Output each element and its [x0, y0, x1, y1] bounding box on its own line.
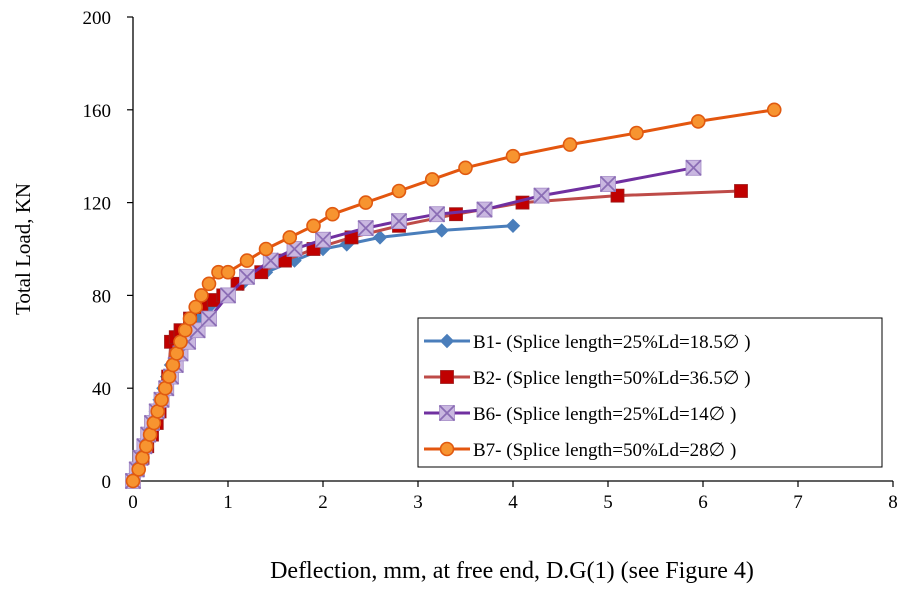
- data-point: [766, 102, 782, 118]
- data-point: [238, 268, 256, 285]
- data-point: [358, 195, 374, 210]
- x-tick-label: 4: [508, 492, 518, 513]
- legend-label: B1- (Splice length=25%Ld=18.5∅ ): [473, 332, 751, 353]
- y-tick-label: 0: [102, 472, 112, 493]
- data-point: [182, 311, 198, 326]
- data-point: [629, 125, 644, 141]
- data-point: [325, 206, 340, 222]
- x-tick-label: 3: [413, 492, 423, 513]
- data-point: [239, 253, 255, 268]
- x-tick-label: 7: [793, 492, 803, 513]
- data-point: [200, 310, 218, 327]
- data-point: [314, 231, 332, 248]
- series-layer: [124, 102, 782, 490]
- y-tick-label: 120: [83, 194, 112, 215]
- legend-entry: B6- (Splice length=25%Ld=14∅ ): [424, 404, 736, 425]
- legend-entry: B7- (Splice length=50%Ld=28∅ ): [424, 440, 736, 461]
- legend-entry: B2- (Splice length=50%Ld=36.5∅ ): [424, 368, 751, 389]
- legend-label: B2- (Splice length=50%Ld=36.5∅ ): [473, 368, 751, 389]
- legend-marker: [438, 404, 456, 422]
- legend: B1- (Splice length=25%Ld=18.5∅ ) B2- (Spl…: [417, 317, 883, 468]
- legend-box: [417, 317, 883, 468]
- y-tick-label: 40: [92, 379, 111, 400]
- data-point: [424, 172, 440, 187]
- data-point: [734, 184, 748, 198]
- data-point: [306, 218, 321, 234]
- y-tick-label: 160: [83, 101, 112, 122]
- data-point: [201, 276, 217, 292]
- series-4: [125, 102, 782, 489]
- data-point: [610, 188, 625, 203]
- x-tick-label: 1: [223, 492, 233, 513]
- legend-marker: [439, 441, 455, 457]
- data-point: [219, 287, 237, 304]
- legend-marker: [439, 333, 455, 349]
- data-point: [690, 114, 706, 129]
- data-point: [194, 288, 209, 303]
- x-tick-label: 5: [603, 492, 613, 513]
- legend-entry: B1- (Splice length=25%Ld=18.5∅ ): [424, 332, 751, 353]
- data-point: [372, 230, 388, 245]
- x-tick-label: 6: [698, 492, 708, 513]
- data-point: [434, 223, 449, 238]
- data-point: [390, 213, 408, 230]
- data-point: [391, 183, 407, 199]
- data-point: [357, 219, 374, 237]
- data-point: [505, 218, 521, 234]
- data-point: [282, 230, 298, 245]
- data-point: [220, 264, 236, 280]
- data-point: [188, 299, 203, 315]
- data-point: [458, 160, 473, 176]
- y-tick-label: 200: [83, 8, 112, 29]
- x-axis-title: Deflection, mm, at free end, D.G(1) (see…: [270, 558, 754, 584]
- y-axis-title: Total Load, KN: [11, 183, 35, 315]
- data-point: [505, 148, 521, 164]
- data-point: [533, 187, 550, 204]
- y-tick-label: 80: [92, 286, 111, 307]
- legend-label: B7- (Splice length=50%Ld=28∅ ): [473, 440, 736, 461]
- data-point: [476, 201, 493, 218]
- data-point: [428, 206, 446, 223]
- legend-label: B6- (Splice length=25%Ld=14∅ ): [473, 404, 736, 425]
- x-tick-label: 8: [888, 492, 898, 513]
- data-point: [258, 241, 274, 257]
- x-tick-label: 2: [318, 492, 328, 513]
- data-point: [562, 137, 578, 152]
- data-point: [685, 159, 702, 176]
- legend-marker: [440, 370, 454, 384]
- data-point: [125, 473, 141, 489]
- data-point: [599, 175, 617, 193]
- x-tick-label: 0: [128, 492, 138, 513]
